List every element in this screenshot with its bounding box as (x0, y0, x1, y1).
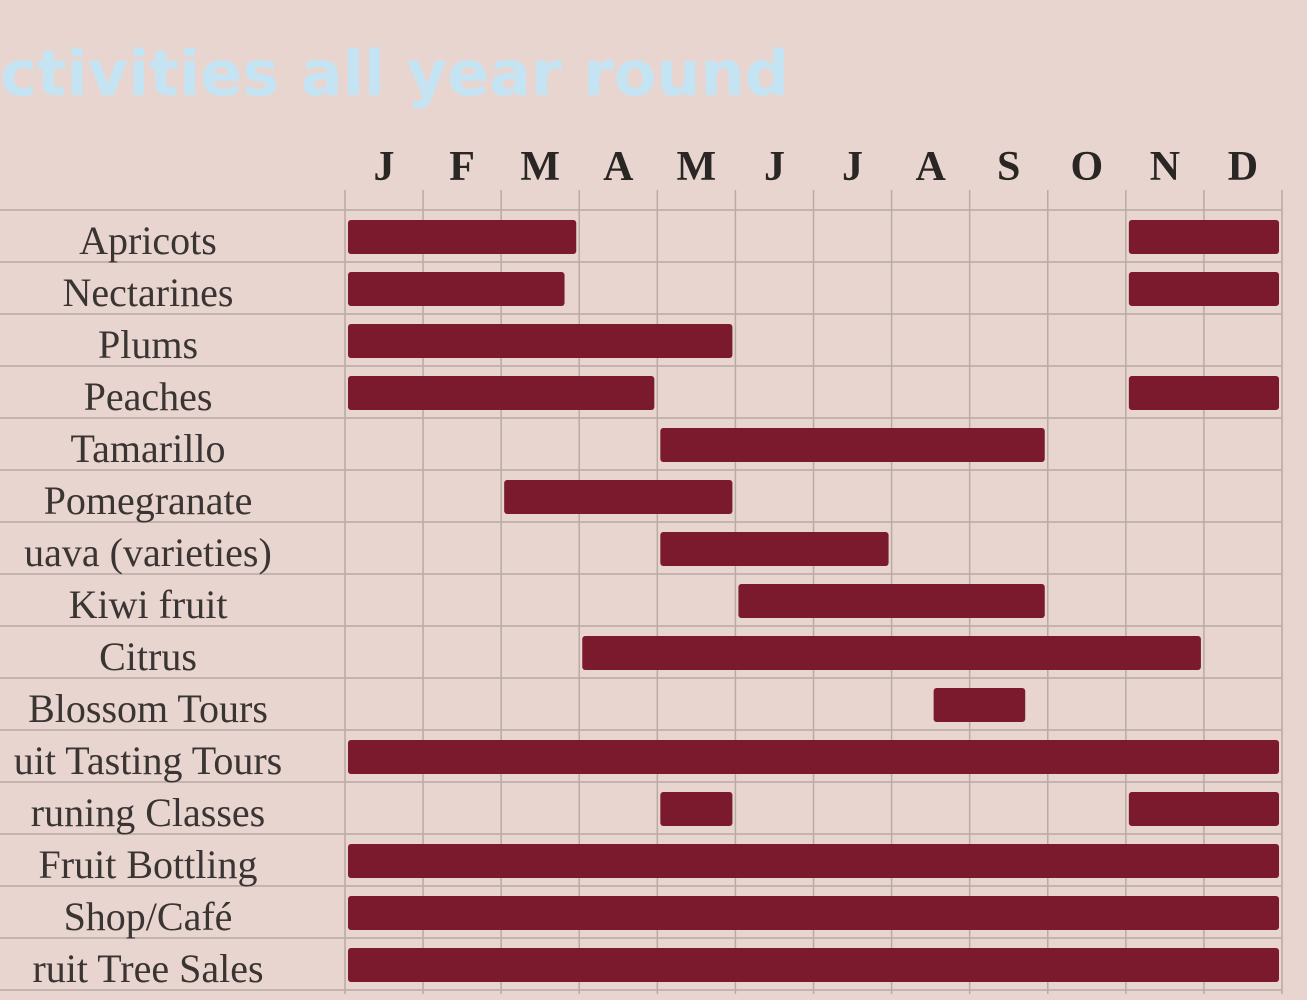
y-tick-label: Pomegranate (44, 478, 253, 523)
y-tick-label: Tamarillo (71, 426, 226, 471)
bar (348, 376, 655, 410)
x-tick-label: A (915, 144, 946, 190)
y-tick-label: ruit Tree Sales (32, 946, 263, 991)
y-tick-label: Nectarines (62, 270, 233, 315)
bar (504, 480, 733, 514)
y-tick-label: Plums (98, 322, 198, 367)
bar (738, 584, 1045, 618)
y-tick-label: Kiwi fruit (69, 582, 228, 627)
bar (348, 740, 1279, 774)
y-tick-label: runing Classes (31, 790, 265, 835)
bar (660, 428, 1045, 462)
bar (348, 896, 1279, 930)
x-tick-label: A (603, 144, 634, 190)
bar (1128, 272, 1279, 306)
bar (348, 324, 733, 358)
x-tick-label: O (1070, 144, 1103, 190)
x-tick-label: S (997, 144, 1020, 190)
bar (1128, 220, 1279, 254)
bar (348, 220, 577, 254)
bar (348, 844, 1279, 878)
y-tick-label: uava (varieties) (24, 530, 272, 575)
bar (348, 272, 565, 306)
bar (1128, 792, 1279, 826)
x-tick-label: J (842, 144, 863, 190)
y-tick-label: Shop/Café (64, 894, 233, 939)
x-tick-label: M (677, 144, 717, 190)
x-tick-label: J (764, 144, 785, 190)
bar (660, 792, 733, 826)
x-tick-label: M (520, 144, 560, 190)
x-tick-label: D (1228, 144, 1258, 190)
x-tick-label: F (449, 144, 475, 190)
y-tick-label: Citrus (99, 634, 197, 679)
bar (582, 636, 1201, 670)
y-tick-label: uit Tasting Tours (14, 738, 283, 783)
y-tick-label: Blossom Tours (28, 686, 268, 731)
bar (348, 948, 1279, 982)
x-tick-label: J (374, 144, 395, 190)
y-tick-label: Apricots (79, 218, 217, 263)
bar (1128, 376, 1279, 410)
chart-title: ctivities all year round (0, 37, 789, 110)
bar (933, 688, 1026, 722)
y-tick-label: Peaches (84, 374, 213, 419)
bar (660, 532, 889, 566)
x-tick-label: N (1150, 144, 1180, 190)
y-tick-label: Fruit Bottling (39, 842, 258, 887)
